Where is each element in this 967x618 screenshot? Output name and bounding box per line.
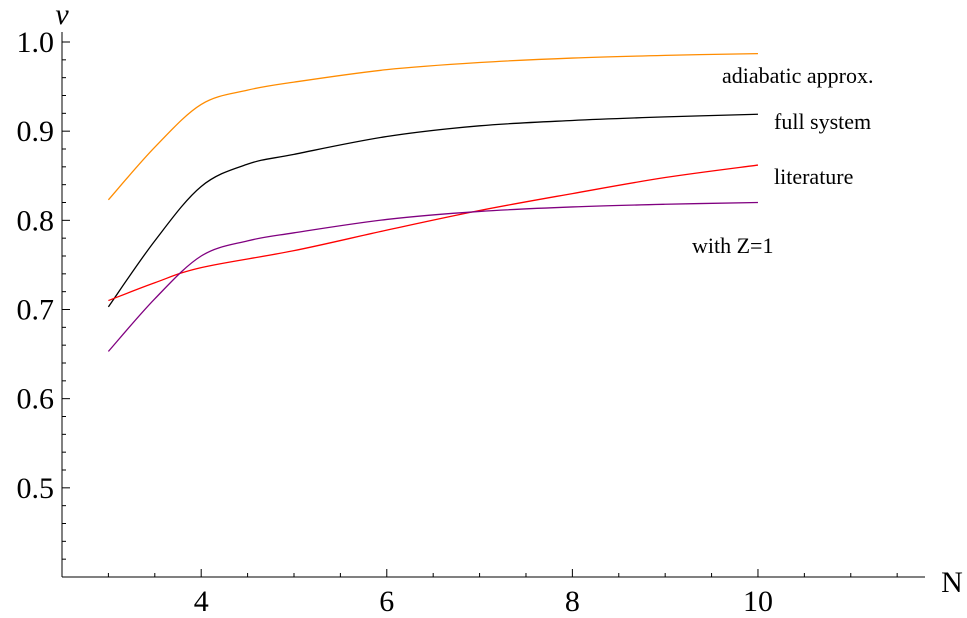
y-tick-label: 0.9: [17, 115, 55, 148]
series-label-full-system: full system: [774, 109, 871, 134]
series-label-literature: literature: [774, 164, 853, 189]
y-tick-label: 0.8: [17, 204, 55, 237]
series-label-with-z-1: with Z=1: [692, 233, 773, 258]
y-tick-label: 1.0: [17, 26, 55, 59]
y-tick-label: 0.6: [17, 383, 55, 416]
y-tick-label: 0.7: [17, 294, 55, 327]
labels: Nν adiabatic approx. full system literature…: [55, 0, 963, 599]
x-tick-label: 4: [194, 585, 209, 618]
series-label-adiabatic-approx: adiabatic approx.: [722, 63, 874, 88]
x-tick-label: 8: [565, 585, 580, 618]
x-axis-title: N: [941, 566, 963, 599]
axes: [61, 32, 925, 578]
ticks: 4 6 8 10 0.5 0.6 0.7 0.8 0.9 1.0: [17, 26, 898, 618]
y-axis-title: ν: [55, 0, 69, 31]
series-line-full-system: [107, 113, 758, 308]
x-tick-label: 10: [743, 585, 773, 618]
x-tick-label: 6: [379, 585, 394, 618]
series-line-adiabatic-approx: [107, 52, 758, 201]
y-tick-label: 0.5: [17, 472, 55, 505]
series-line-with-z-1: [107, 201, 758, 352]
series-lines: [107, 52, 759, 352]
series-line-literature: [108, 164, 759, 302]
